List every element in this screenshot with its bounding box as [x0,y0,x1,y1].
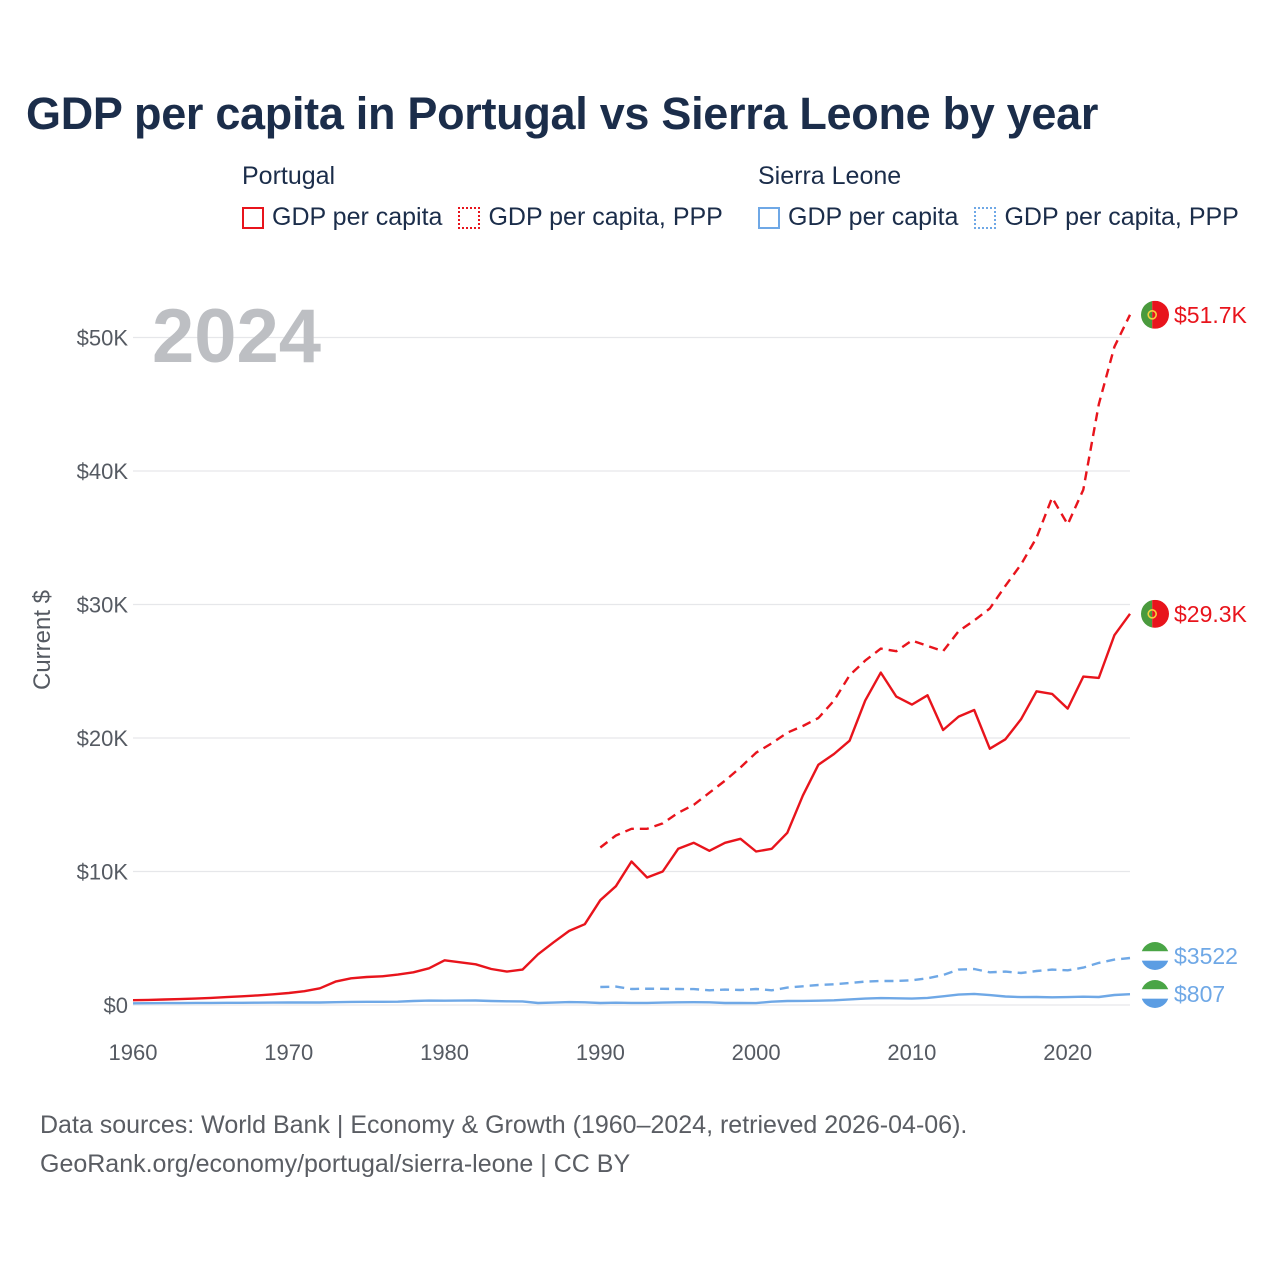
portugal-flag-icon [1141,599,1169,628]
year-watermark: 2024 [152,294,321,379]
legend-item-portugal-gdp-ppp[interactable]: GDP per capita, PPP [458,203,723,232]
sierra-leone-flag-icon [1141,980,1169,1008]
legend-swatch-dotted-icon [458,206,481,229]
y-tick-label: $40K [77,459,129,484]
legend-label: GDP per capita, PPP [1004,203,1239,231]
y-tick-label: $10K [77,860,129,885]
series-line-sierra-leone-gdp-per-capita-ppp[interactable] [600,956,1131,992]
legend-swatch-dotted-icon [974,206,997,229]
legend-label: GDP per capita [788,203,959,231]
x-tick-label: 1970 [264,1040,313,1065]
portugal-flag-icon [1141,300,1169,329]
legend-group-portugal: Portugal GDP per capita GDP per capita, … [242,162,723,232]
chart-title: GDP per capita in Portugal vs Sierra Leo… [26,88,1099,139]
end-markers: $51.7K $29.3K $3522 $807 [1141,300,1248,1008]
series-line-sierra-leone-gdp-per-capita[interactable] [132,992,1131,1005]
legend-swatch-solid-icon [242,206,264,229]
sierra-leone-flag-icon [1141,942,1169,970]
x-tick-label: 1990 [576,1040,625,1065]
gridlines [133,336,1130,1006]
x-tick-label: 2000 [732,1040,781,1065]
legend-item-sierra-leone-gdp-ppp[interactable]: GDP per capita, PPP [974,203,1239,232]
legend-group-sierra-leone: Sierra Leone GDP per capita GDP per capi… [758,162,1239,232]
legend-label: GDP per capita, PPP [488,203,723,231]
end-value-label: $51.7K [1174,302,1248,328]
legend-swatch-solid-icon [758,206,780,229]
x-tick-label: 2020 [1043,1040,1092,1065]
legend-country-portugal: Portugal [242,162,336,190]
x-tick-label: 1980 [420,1040,469,1065]
end-value-label: $3522 [1174,943,1238,969]
y-axis: $0 $10K $20K $30K $40K $50K [77,326,129,1019]
legend-item-sierra-leone-gdp[interactable]: GDP per capita [758,203,958,232]
x-axis: 1960 1970 1980 1990 2000 2010 2020 [109,1040,1093,1065]
legend-country-sierra-leone: Sierra Leone [758,162,902,190]
x-tick-label: 2010 [887,1040,936,1065]
footer: Data sources: World Bank | Economy & Gro… [40,1106,967,1184]
series-lines [132,314,1132,1005]
legend-label: GDP per capita [272,203,443,231]
y-tick-label: $50K [77,326,129,351]
y-axis-label: Current $ [29,590,56,690]
y-tick-label: $30K [77,593,129,618]
y-tick-label: $20K [77,726,129,751]
end-value-label: $807 [1174,981,1225,1007]
y-tick-label: $0 [104,993,128,1018]
footer-sources: Data sources: World Bank | Economy & Gro… [40,1111,968,1139]
footer-link[interactable]: GeoRank.org/economy/portugal/sierra-leon… [40,1150,631,1178]
end-value-label: $29.3K [1174,601,1248,627]
series-line-portugal-gdp-per-capita-ppp[interactable] [599,314,1132,849]
series-line-portugal-gdp-per-capita[interactable] [132,613,1131,1002]
x-tick-label: 1960 [109,1040,158,1065]
legend-item-portugal-gdp[interactable]: GDP per capita [242,203,442,232]
